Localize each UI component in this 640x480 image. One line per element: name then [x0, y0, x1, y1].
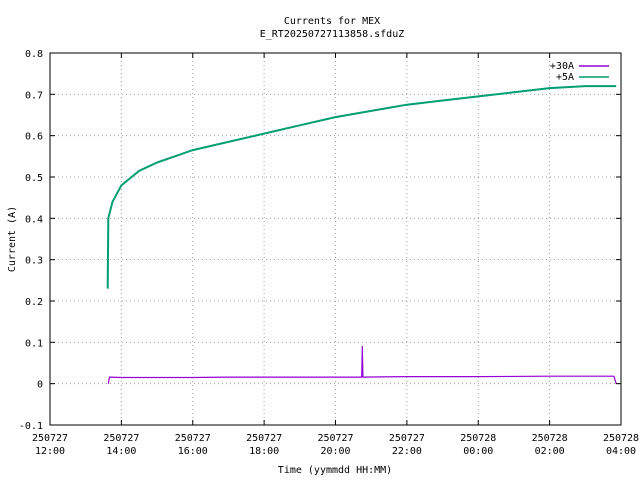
x-tick-label-date: 250727 — [32, 433, 68, 444]
y-tick-label: 0.7 — [25, 90, 43, 101]
x-tick-label-time: 12:00 — [35, 446, 65, 457]
x-tick-label-time: 16:00 — [178, 446, 208, 457]
y-tick-label: 0.2 — [25, 297, 43, 308]
x-tick-label-date: 250728 — [532, 433, 568, 444]
y-tick-label: -0.1 — [19, 421, 43, 432]
x-axis-label: Time (yymmdd HH:MM) — [278, 465, 392, 476]
y-axis-label: Current (A) — [7, 206, 18, 272]
x-tick-label-date: 250727 — [246, 433, 282, 444]
series-line-plus5a — [106, 85, 617, 289]
x-tick-label-time: 22:00 — [392, 446, 422, 457]
x-tick-label-time: 02:00 — [535, 446, 565, 457]
axis-ticks — [49, 52, 622, 426]
series-line-plus30a — [107, 345, 617, 384]
x-tick-label-time: 14:00 — [106, 446, 136, 457]
y-tick-labels: -0.1 0 0.1 0.2 0.3 0.4 0.5 0.6 0.7 0.8 — [19, 49, 43, 432]
y-tick-label: 0.1 — [25, 338, 43, 349]
series-layer — [106, 85, 617, 384]
grid-lines — [50, 53, 621, 425]
x-tick-label-time: 00:00 — [463, 446, 493, 457]
x-tick-label-date: 250727 — [389, 433, 425, 444]
y-tick-label: 0.8 — [25, 49, 43, 60]
x-tick-label-time: 18:00 — [249, 446, 279, 457]
x-tick-label-date: 250727 — [317, 433, 353, 444]
chart-subtitle: E_RT20250727113858.sfduZ — [260, 29, 405, 40]
x-tick-label-time: 04:00 — [606, 446, 636, 457]
x-tick-label-date: 250728 — [603, 433, 639, 444]
legend-label: +5A — [556, 72, 574, 83]
y-tick-label: 0.3 — [25, 256, 43, 267]
y-tick-label: 0.4 — [25, 214, 43, 225]
x-tick-label-time: 20:00 — [320, 446, 350, 457]
legend-label: +30A — [550, 61, 574, 72]
x-tick-label-date: 250727 — [175, 433, 211, 444]
y-tick-label: 0.5 — [25, 173, 43, 184]
legend: +30A+5A — [550, 61, 609, 83]
y-tick-label: 0.6 — [25, 132, 43, 143]
chart-title: Currents for MEX — [284, 16, 380, 27]
y-tick-label: 0 — [37, 380, 43, 391]
x-tick-labels: 250727 12:00 250727 14:00 250727 16:00 250727 1… — [32, 433, 639, 457]
x-tick-label-date: 250727 — [103, 433, 139, 444]
x-tick-label-date: 250728 — [460, 433, 496, 444]
